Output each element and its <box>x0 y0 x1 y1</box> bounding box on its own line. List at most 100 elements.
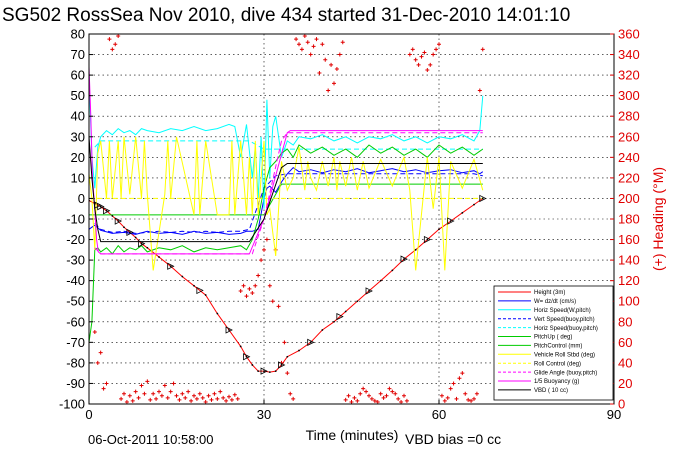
right-tick-label: 20 <box>618 376 632 391</box>
heading-point <box>308 52 313 57</box>
heading-point <box>107 37 112 42</box>
height-point <box>117 220 120 222</box>
height-point <box>298 349 300 352</box>
y-tick-label: -80 <box>66 355 85 370</box>
y-tick-label: -90 <box>66 376 85 391</box>
profile-marker <box>114 217 123 225</box>
height-point <box>251 364 254 366</box>
height-point <box>105 209 108 212</box>
x-tick-label: 30 <box>257 407 271 422</box>
heading-point <box>372 398 377 403</box>
heading-point <box>229 397 234 402</box>
profile-marker <box>138 240 146 248</box>
profile-marker <box>126 228 134 237</box>
profile-marker <box>365 287 373 295</box>
heading-point <box>95 360 100 365</box>
heading-point <box>200 395 205 400</box>
heading-point <box>259 258 264 263</box>
footer-date: 06-Oct-2011 10:58:00 <box>88 432 214 447</box>
right-tick-label: 200 <box>618 191 640 206</box>
heading-point <box>142 391 147 396</box>
heading-point <box>457 376 462 381</box>
series-vbd-10-cc <box>89 136 483 243</box>
right-tick-label: 100 <box>618 294 640 309</box>
legend-label: Height (3m) <box>534 290 565 296</box>
heading-point <box>416 62 421 67</box>
heading-point <box>104 381 109 386</box>
y-tick-label: 60 <box>71 68 85 83</box>
heading-point <box>122 391 126 396</box>
heading-point <box>267 283 272 288</box>
heading-point <box>358 391 363 396</box>
heading-point <box>250 291 255 295</box>
heading-point <box>329 62 334 67</box>
profile-marker <box>260 367 268 375</box>
heading-point <box>291 396 296 401</box>
heading-point <box>221 395 226 400</box>
profile-marker <box>243 353 251 361</box>
height-point <box>321 329 324 331</box>
heading-point <box>238 288 243 293</box>
right-tick-label: 180 <box>618 212 640 227</box>
heading-point <box>180 391 185 396</box>
heading-point <box>346 393 351 398</box>
heading-point <box>340 40 345 45</box>
height-point <box>274 370 277 373</box>
series-vert-speed-buoy-pitch <box>94 173 483 234</box>
heading-point <box>425 67 430 72</box>
heading-point <box>439 393 444 398</box>
heading-point <box>215 396 220 401</box>
height-point <box>286 355 289 358</box>
heading-point <box>235 396 240 401</box>
heading-point <box>407 52 412 57</box>
heading-point <box>165 395 170 400</box>
right-tick-label: 220 <box>618 170 640 185</box>
heading-point <box>174 393 179 398</box>
right-tick-label: 80 <box>618 314 632 329</box>
heading-point <box>136 395 141 400</box>
heading-point <box>282 340 287 345</box>
heading-point <box>189 398 194 403</box>
heading-point <box>302 34 307 39</box>
y-tick-label: -70 <box>66 335 85 350</box>
height-point <box>158 256 160 258</box>
heading-point <box>442 398 447 403</box>
y-tick-label: -30 <box>66 253 85 268</box>
height-point <box>216 312 219 315</box>
height-point <box>391 269 394 272</box>
height-point <box>134 236 137 239</box>
heading-point <box>264 237 269 242</box>
heading-point <box>445 395 450 400</box>
height-point <box>239 345 242 348</box>
heading-point <box>413 57 418 62</box>
height-point <box>193 284 195 287</box>
heading-point <box>352 395 357 400</box>
x-tick-label: 90 <box>607 407 621 422</box>
series-horiz-speed-w-pitch <box>89 75 484 209</box>
legend-label: Glide Angle (buoy,pitch) <box>534 370 597 376</box>
heading-point <box>133 389 138 394</box>
profile-marker <box>479 194 487 203</box>
y-tick-label: -10 <box>66 212 85 227</box>
height-point <box>461 211 464 214</box>
y-tick-label: -20 <box>66 232 85 247</box>
heading-point <box>224 398 229 403</box>
heading-point <box>130 398 135 403</box>
heading-point <box>431 52 436 57</box>
height-point <box>268 371 271 374</box>
profile-marker <box>97 203 105 211</box>
heading-point <box>422 50 427 55</box>
heading-point <box>472 396 476 401</box>
height-point <box>414 248 417 251</box>
plot-area <box>89 34 487 404</box>
height-point <box>140 242 143 245</box>
right-tick-label: 120 <box>618 273 640 288</box>
heading-point <box>393 391 398 396</box>
heading-point <box>454 396 459 401</box>
heading-point <box>92 330 97 335</box>
legend-label: Roll Control (deg) <box>534 361 581 367</box>
heading-point <box>253 283 258 288</box>
height-point <box>204 294 207 296</box>
heading-point <box>404 398 409 403</box>
heading-point <box>139 383 144 388</box>
